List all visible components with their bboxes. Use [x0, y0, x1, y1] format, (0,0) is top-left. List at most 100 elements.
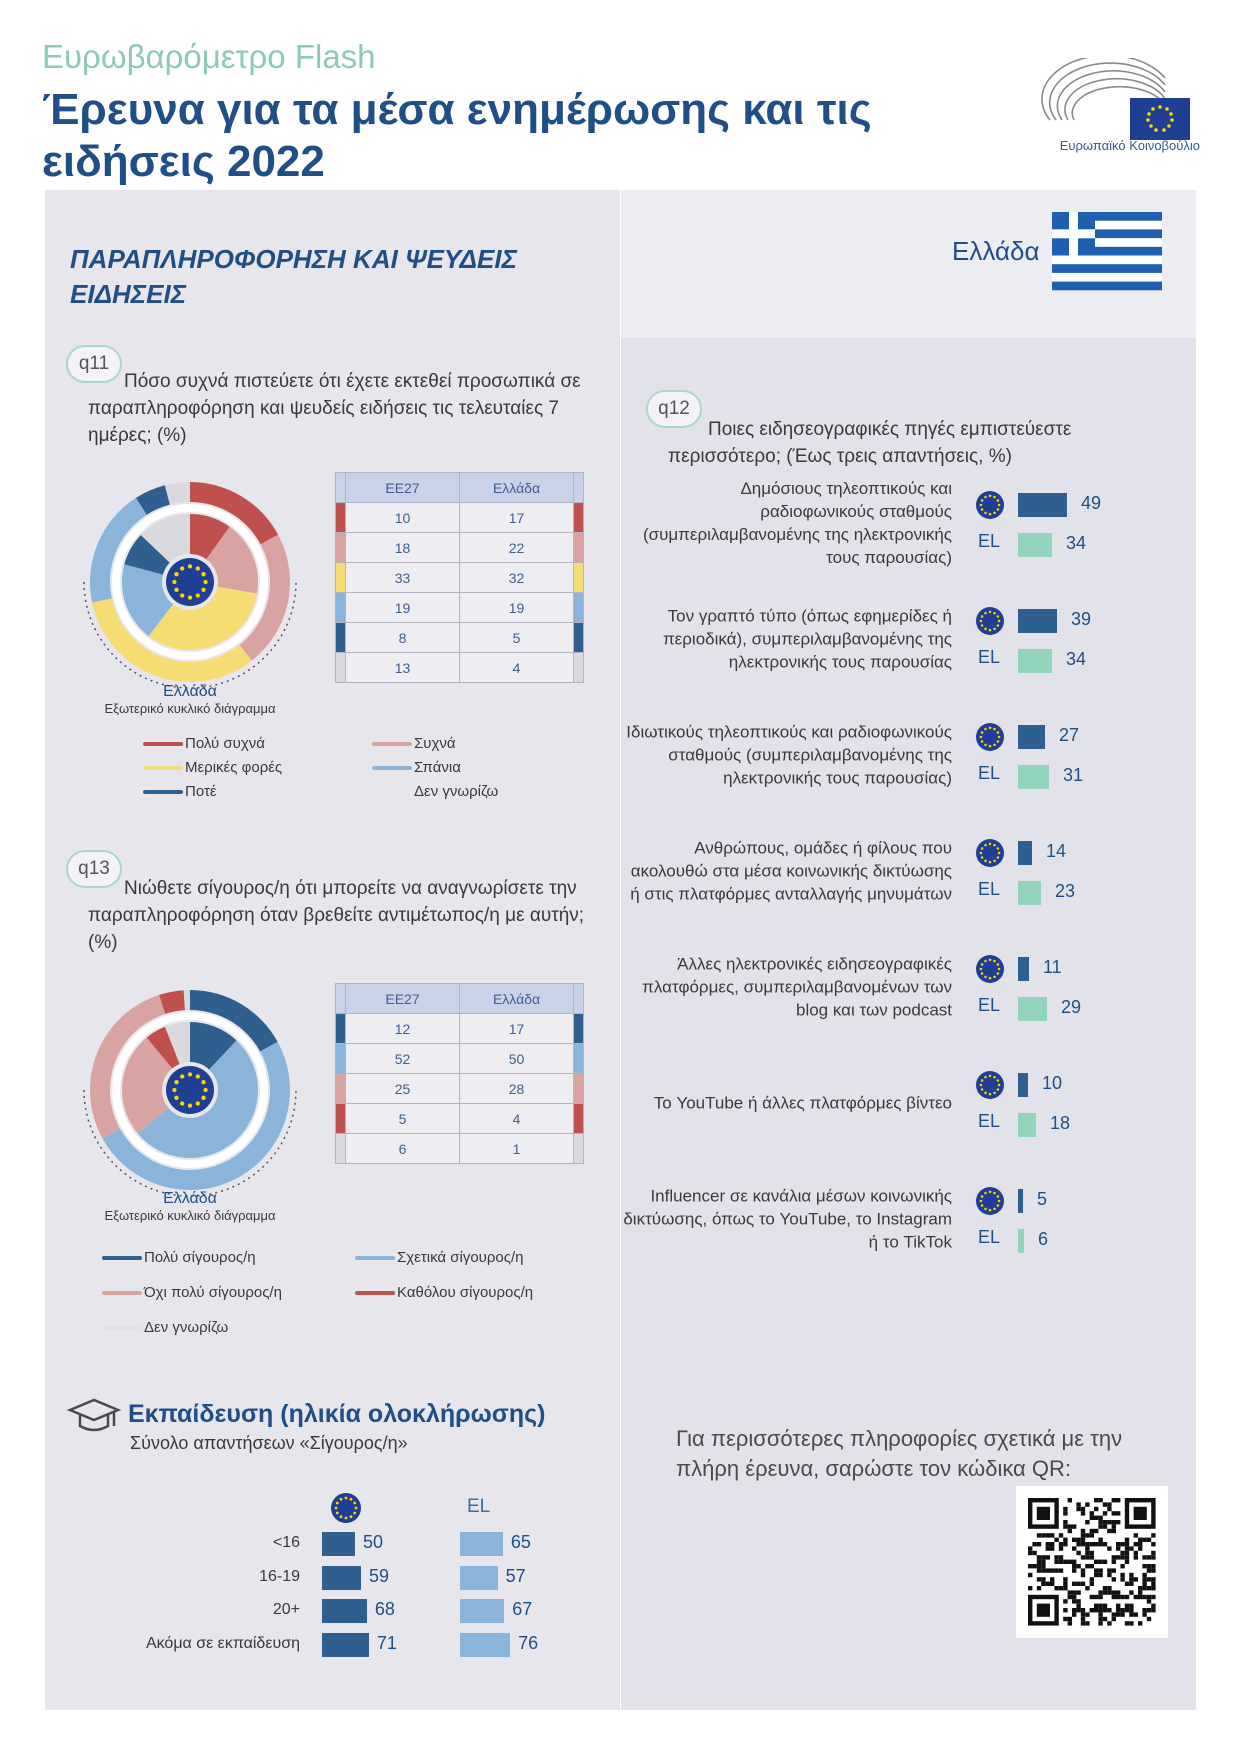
eu-flag-icon [166, 558, 214, 606]
cell-greece: 28 [459, 1073, 574, 1104]
eu-flag-disc [976, 955, 1004, 983]
dotted-arc [83, 581, 297, 689]
bar-value: 10 [1042, 1073, 1063, 1093]
row-swatch [335, 592, 346, 623]
q13-legend-item: Σχετικά σίγουρος/η [355, 1249, 524, 1266]
eu-flag-icon [976, 1071, 1004, 1099]
graduation-cap-icon [66, 1398, 122, 1432]
table-corner [335, 472, 346, 503]
education-bar-value: 57 [505, 1565, 526, 1586]
cell-eu27: 52 [345, 1043, 460, 1074]
row-swatch [335, 1133, 346, 1164]
q11-donut-chart [83, 482, 297, 689]
q11-caption-country: Ελλάδα [163, 683, 217, 700]
legend-label: Πολύ σίγουρος/η [144, 1249, 256, 1266]
eu-flag-disc [976, 491, 1004, 519]
education-bar-value: 59 [368, 1565, 389, 1586]
inner-ring-slice-1 [190, 514, 230, 560]
q11-legend-item: Πολύ συχνά [143, 735, 265, 752]
cell-greece: 4 [459, 1103, 574, 1134]
table-corner [573, 472, 584, 503]
q11-legend-item: Σπάνια [372, 759, 461, 776]
legend-swatch [372, 790, 412, 794]
eu-flag-disc [976, 1187, 1004, 1215]
education-bar-eu [322, 1532, 355, 1556]
row-swatch [573, 562, 584, 593]
eu-flag-disc [976, 839, 1004, 867]
cell-eu27: 12 [345, 1013, 460, 1044]
eu-flag-icon [331, 1493, 361, 1523]
cell-greece: 4 [459, 652, 574, 683]
q11-legend-item: Ποτέ [143, 783, 217, 800]
q11-header-eu: ΕΕ27 [345, 472, 460, 503]
bar-value: 49 [1081, 493, 1102, 513]
eu-flag-icon [976, 955, 1004, 983]
outer-ring-slice-6 [164, 482, 190, 505]
eu-flag-icon [976, 723, 1004, 751]
bar-el [1018, 997, 1047, 1021]
bar-eu [1018, 725, 1045, 749]
legend-label: Ποτέ [185, 783, 217, 800]
bar-eu [1018, 609, 1057, 633]
source-label: Άλλες ηλεκτρονικές ειδησεογραφικές πλατφ… [642, 954, 952, 1020]
bar-value: 27 [1059, 725, 1080, 745]
education-title: Εκπαίδευση (ηλικία ολοκλήρωσης) [128, 1400, 546, 1428]
q13-caption-note: Εξωτερικό κυκλικό διάγραμμα [104, 1208, 276, 1223]
education-el-header: EL [467, 1496, 491, 1517]
inner-ring-slice-1 [190, 1022, 237, 1070]
row-swatch [335, 502, 346, 533]
inner-ring-slice-3 [148, 586, 258, 650]
bar-eu [1018, 841, 1032, 865]
q12-question: Ποιες ειδησεογραφικές πηγές εμπιστεύεστε… [668, 419, 1072, 467]
outer-ring-slice-5 [135, 485, 170, 515]
eu-flag-icon [976, 491, 1004, 519]
logo-text: Ευρωπαϊκό Κοινοβούλιο [1059, 138, 1200, 153]
q13-caption: Ελλάδα Εξωτερικό κυκλικό διάγραμμα [90, 1190, 290, 1223]
eu-flag-icon [166, 1066, 214, 1114]
q11-legend-item: Συχνά [372, 735, 456, 752]
bar-eu [1018, 1073, 1028, 1097]
q13-legend-item: Δεν γνωρίζω [102, 1319, 228, 1336]
q13-header-eu: ΕΕ27 [345, 983, 460, 1014]
right-panel [621, 190, 1196, 1710]
legend-label: Καθόλου σίγουρος/η [397, 1284, 534, 1301]
bar-el [1018, 765, 1049, 789]
outer-ring-slice-2 [102, 1041, 290, 1190]
cell-eu27: 19 [345, 592, 460, 623]
education-label: 16-19 [259, 1567, 300, 1585]
kicker: Ευρωβαρόμετρο Flash [42, 38, 376, 75]
el-label: EL [978, 995, 1001, 1015]
legend-label: Πολύ συχνά [185, 735, 265, 752]
bar-value: 34 [1066, 533, 1087, 553]
row-swatch [573, 502, 584, 533]
education-bar-el [460, 1632, 511, 1657]
row-swatch [335, 1103, 346, 1134]
education-label: Ακόμα σε εκπαίδευση [145, 1634, 300, 1652]
q13-header-el: Ελλάδα [459, 983, 574, 1014]
row-swatch [335, 652, 346, 683]
education-label: 20+ [272, 1601, 300, 1618]
table-row: 13 4 [335, 652, 584, 683]
row-swatch [573, 1073, 584, 1104]
bar-value: 14 [1046, 841, 1067, 861]
education-bar-value: 71 [376, 1632, 397, 1653]
bar-eu [1018, 957, 1029, 981]
source-label: Δημόσιους τηλεοπτικούς και ραδιοφωνικούς… [642, 479, 952, 567]
row-swatch [573, 1133, 584, 1164]
bar-value: 31 [1063, 765, 1084, 785]
q13-donut-chart [83, 990, 297, 1197]
row-swatch [573, 622, 584, 653]
legend-label: Συχνά [414, 735, 456, 752]
qr-code[interactable] [1016, 1486, 1168, 1638]
table-row: 18 22 [335, 532, 584, 563]
row-swatch [573, 532, 584, 563]
legend-swatch [355, 1256, 395, 1261]
education-bar-value: 76 [518, 1632, 539, 1653]
education-bar-el [460, 1532, 503, 1556]
q11-table: ΕΕ27 Ελλάδα 10 17 18 22 33 32 19 19 8 5 13 4 [335, 472, 584, 683]
q13-question: Νιώθετε σίγουρος/η ότι μπορείτε να αναγν… [88, 878, 585, 953]
row-swatch [335, 1043, 346, 1074]
